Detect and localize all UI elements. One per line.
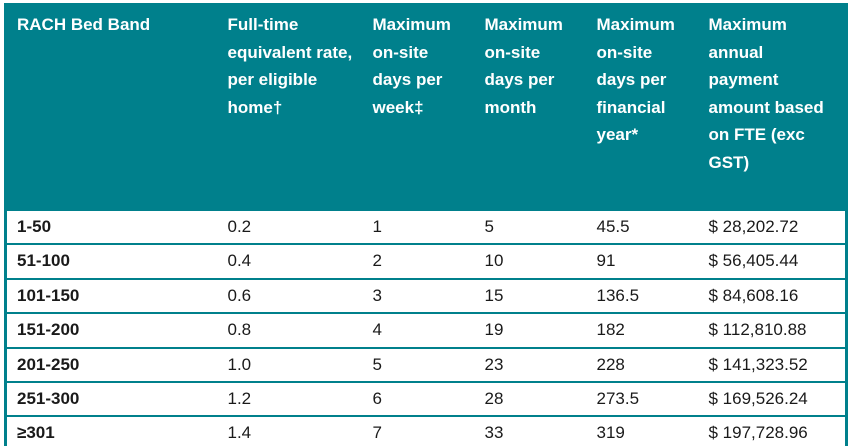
cell-fte-rate: 0.2 — [217, 208, 363, 245]
cell-bed-band: 201-250 — [5, 346, 218, 382]
cell-bed-band: 101-150 — [5, 277, 218, 314]
cell-max-annual-payment: $ 169,526.24 — [698, 380, 847, 417]
cell-max-annual-payment: $ 197,728.96 — [698, 415, 847, 446]
cell-fte-rate: 1.0 — [217, 346, 363, 382]
table-row: 51-100 0.4 2 10 91 $ 56,405.44 — [5, 243, 847, 279]
table-row: 201-250 1.0 5 23 228 $ 141,323.52 — [5, 346, 847, 382]
cell-days-per-month: 5 — [474, 208, 587, 245]
cell-days-per-week: 3 — [362, 277, 475, 314]
cell-days-per-month: 10 — [474, 243, 587, 279]
cell-fte-rate: 0.8 — [217, 312, 363, 348]
column-header-days-per-week: Maximum on-site days per week‡ — [362, 4, 475, 210]
rach-payment-schedule-table: RACH Bed Band Full-time equivalent rate,… — [4, 3, 848, 446]
cell-days-per-financial-year: 319 — [586, 415, 699, 446]
cell-days-per-week: 1 — [362, 208, 475, 245]
cell-days-per-financial-year: 273.5 — [586, 380, 699, 417]
cell-max-annual-payment: $ 28,202.72 — [698, 208, 847, 245]
cell-days-per-financial-year: 45.5 — [586, 208, 699, 245]
cell-days-per-week: 4 — [362, 312, 475, 348]
cell-max-annual-payment: $ 141,323.52 — [698, 346, 847, 382]
table-body: 1-50 0.2 1 5 45.5 $ 28,202.72 51-100 0.4… — [5, 208, 847, 446]
cell-days-per-week: 5 — [362, 346, 475, 382]
table-row: 1-50 0.2 1 5 45.5 $ 28,202.72 — [5, 208, 847, 245]
cell-days-per-week: 2 — [362, 243, 475, 279]
cell-days-per-financial-year: 136.5 — [586, 277, 699, 314]
table-row: ≥301 1.4 7 33 319 $ 197,728.96 — [5, 415, 847, 446]
column-header-days-per-month: Maximum on-site days per month — [474, 4, 587, 210]
cell-fte-rate: 0.6 — [217, 277, 363, 314]
cell-days-per-month: 28 — [474, 380, 587, 417]
column-header-bed-band: RACH Bed Band — [5, 4, 218, 210]
cell-fte-rate: 1.2 — [217, 380, 363, 417]
cell-bed-band: 1-50 — [5, 208, 218, 245]
cell-days-per-month: 33 — [474, 415, 587, 446]
column-header-fte-rate: Full-time equivalent rate, per eligible … — [217, 4, 363, 210]
table-header: RACH Bed Band Full-time equivalent rate,… — [5, 4, 847, 210]
cell-max-annual-payment: $ 112,810.88 — [698, 312, 847, 348]
cell-days-per-financial-year: 91 — [586, 243, 699, 279]
cell-bed-band: 151-200 — [5, 312, 218, 348]
cell-days-per-financial-year: 182 — [586, 312, 699, 348]
table-row: 151-200 0.8 4 19 182 $ 112,810.88 — [5, 312, 847, 348]
cell-bed-band: 51-100 — [5, 243, 218, 279]
cell-max-annual-payment: $ 84,608.16 — [698, 277, 847, 314]
cell-days-per-month: 23 — [474, 346, 587, 382]
cell-bed-band: ≥301 — [5, 415, 218, 446]
cell-days-per-month: 15 — [474, 277, 587, 314]
table-row: 251-300 1.2 6 28 273.5 $ 169,526.24 — [5, 380, 847, 417]
cell-bed-band: 251-300 — [5, 380, 218, 417]
table-row: 101-150 0.6 3 15 136.5 $ 84,608.16 — [5, 277, 847, 314]
column-header-max-annual-payment: Maximum annual payment amount based on F… — [698, 4, 847, 210]
cell-days-per-financial-year: 228 — [586, 346, 699, 382]
header-row: RACH Bed Band Full-time equivalent rate,… — [5, 4, 847, 210]
cell-fte-rate: 1.4 — [217, 415, 363, 446]
cell-days-per-week: 6 — [362, 380, 475, 417]
column-header-days-per-financial-year: Maximum on-site days per financial year* — [586, 4, 699, 210]
cell-max-annual-payment: $ 56,405.44 — [698, 243, 847, 279]
cell-days-per-month: 19 — [474, 312, 587, 348]
cell-fte-rate: 0.4 — [217, 243, 363, 279]
cell-days-per-week: 7 — [362, 415, 475, 446]
